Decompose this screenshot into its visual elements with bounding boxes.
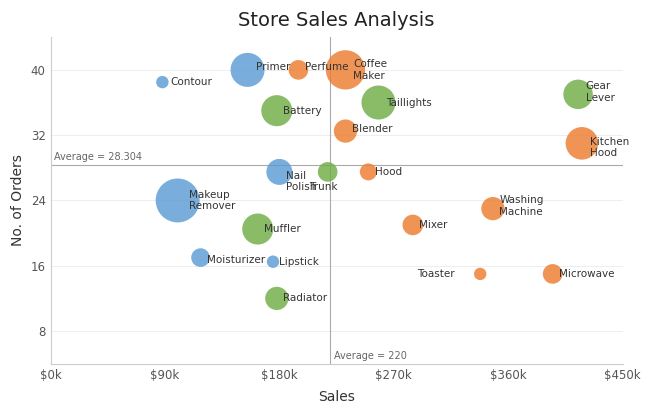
Point — [172, 197, 183, 204]
Text: Makeup
Remover: Makeup Remover — [189, 190, 235, 211]
Text: Hood: Hood — [375, 167, 402, 177]
Point — [293, 66, 304, 73]
Point — [475, 271, 486, 277]
Text: Average = 220: Average = 220 — [334, 351, 407, 361]
Text: Primer: Primer — [256, 62, 291, 73]
Point — [340, 128, 351, 134]
Point — [274, 168, 284, 175]
Point — [363, 168, 374, 175]
Text: Battery: Battery — [283, 106, 322, 116]
Point — [374, 99, 384, 106]
Point — [488, 205, 498, 212]
Text: Perfume: Perfume — [304, 62, 348, 73]
Text: Mixer: Mixer — [419, 220, 447, 230]
Text: Kitchen
Hood: Kitchen Hood — [589, 137, 629, 158]
Point — [272, 295, 282, 302]
Point — [272, 107, 282, 114]
Point — [576, 140, 587, 146]
Text: Blender: Blender — [352, 124, 393, 134]
Text: Toaster: Toaster — [417, 269, 454, 279]
Text: Taillights: Taillights — [386, 98, 432, 107]
Point — [548, 271, 558, 277]
Text: Microwave: Microwave — [559, 269, 615, 279]
X-axis label: Sales: Sales — [318, 390, 355, 404]
Point — [243, 66, 253, 73]
Text: Trunk: Trunk — [308, 182, 337, 192]
Text: Nail
Polish: Nail Polish — [286, 171, 316, 193]
Point — [252, 226, 263, 232]
Title: Store Sales Analysis: Store Sales Analysis — [239, 11, 435, 30]
Y-axis label: No. of Orders: No. of Orders — [11, 154, 25, 247]
Point — [573, 91, 584, 98]
Text: Muffler: Muffler — [264, 224, 301, 234]
Point — [340, 66, 351, 73]
Text: Gear
Lever: Gear Lever — [585, 81, 615, 103]
Point — [323, 168, 333, 175]
Text: Contour: Contour — [170, 77, 212, 87]
Text: Coffee
Maker: Coffee Maker — [353, 59, 387, 81]
Point — [196, 254, 206, 261]
Text: Lipstick: Lipstick — [279, 256, 319, 267]
Point — [408, 222, 418, 228]
Text: Washing
Machine: Washing Machine — [499, 195, 544, 217]
Text: Radiator: Radiator — [283, 293, 327, 303]
Point — [268, 259, 278, 265]
Point — [157, 79, 168, 85]
Text: Moisturizer: Moisturizer — [207, 255, 265, 265]
Text: Average = 28.304: Average = 28.304 — [54, 152, 142, 162]
